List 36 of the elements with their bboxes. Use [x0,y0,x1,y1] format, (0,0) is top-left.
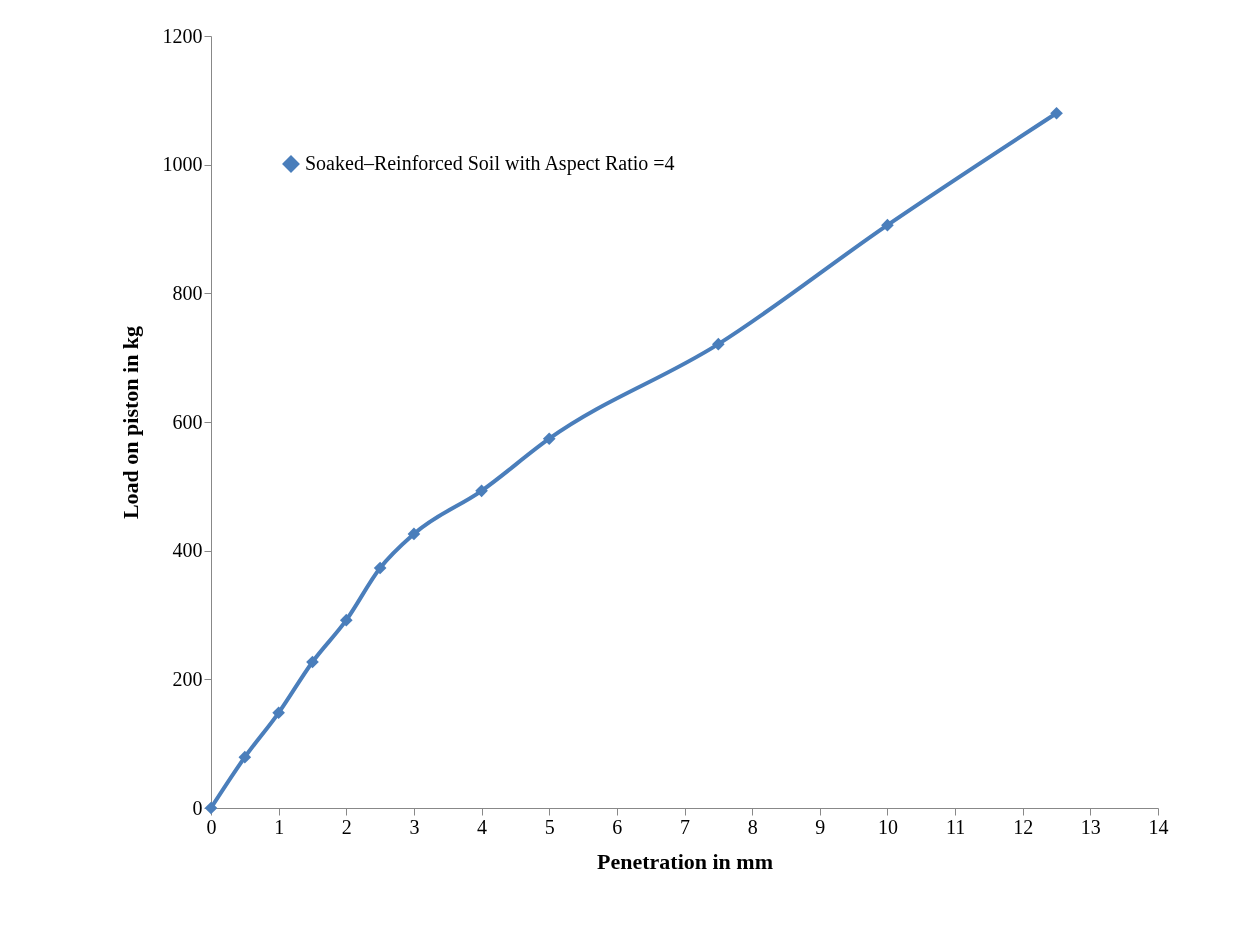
point [881,218,894,232]
point [475,484,488,498]
x-tick-label: 2 [341,815,352,838]
x-tick-label: 10 [877,815,898,838]
x-tick-label: 0 [206,815,217,838]
x-tick-label: 9 [815,815,826,838]
x-tick-label: 5 [544,815,555,838]
y-axis-title: Load on piston in kg [117,325,143,520]
point [238,750,252,764]
x-tick-label: 8 [747,815,758,838]
y-tick-label: 200 [172,667,203,690]
x-tick-label: 7 [680,815,690,838]
y-tick-label: 1000 [162,153,203,176]
x-tick-label: 6 [612,815,623,838]
legend-label: Soaked–Reinforced Soil with Aspect Ratio =4 [305,152,675,175]
x-tick-label: 4 [477,815,488,838]
x-tick-label: 12 [1013,815,1034,838]
y-tick-label: 1200 [162,24,203,47]
x-tick-label: 11 [945,815,966,838]
x-tick-label: 13 [1080,815,1101,838]
x-axis-title: Penetration in mm [597,848,773,874]
point [712,337,725,351]
x-tick-label: 3 [409,815,420,838]
point [407,527,421,541]
point [272,706,285,720]
y-tick-label: 0 [192,796,203,819]
y-tick-label: 600 [172,410,203,433]
y-tick-label: 400 [172,539,203,562]
point [306,655,319,669]
x-tick-label: 14 [1148,815,1169,838]
point [1050,106,1063,120]
point [373,561,387,575]
point [339,613,353,627]
x-tick-label: 1 [274,815,285,838]
point [542,432,556,446]
y-tick-label: 800 [172,281,203,304]
